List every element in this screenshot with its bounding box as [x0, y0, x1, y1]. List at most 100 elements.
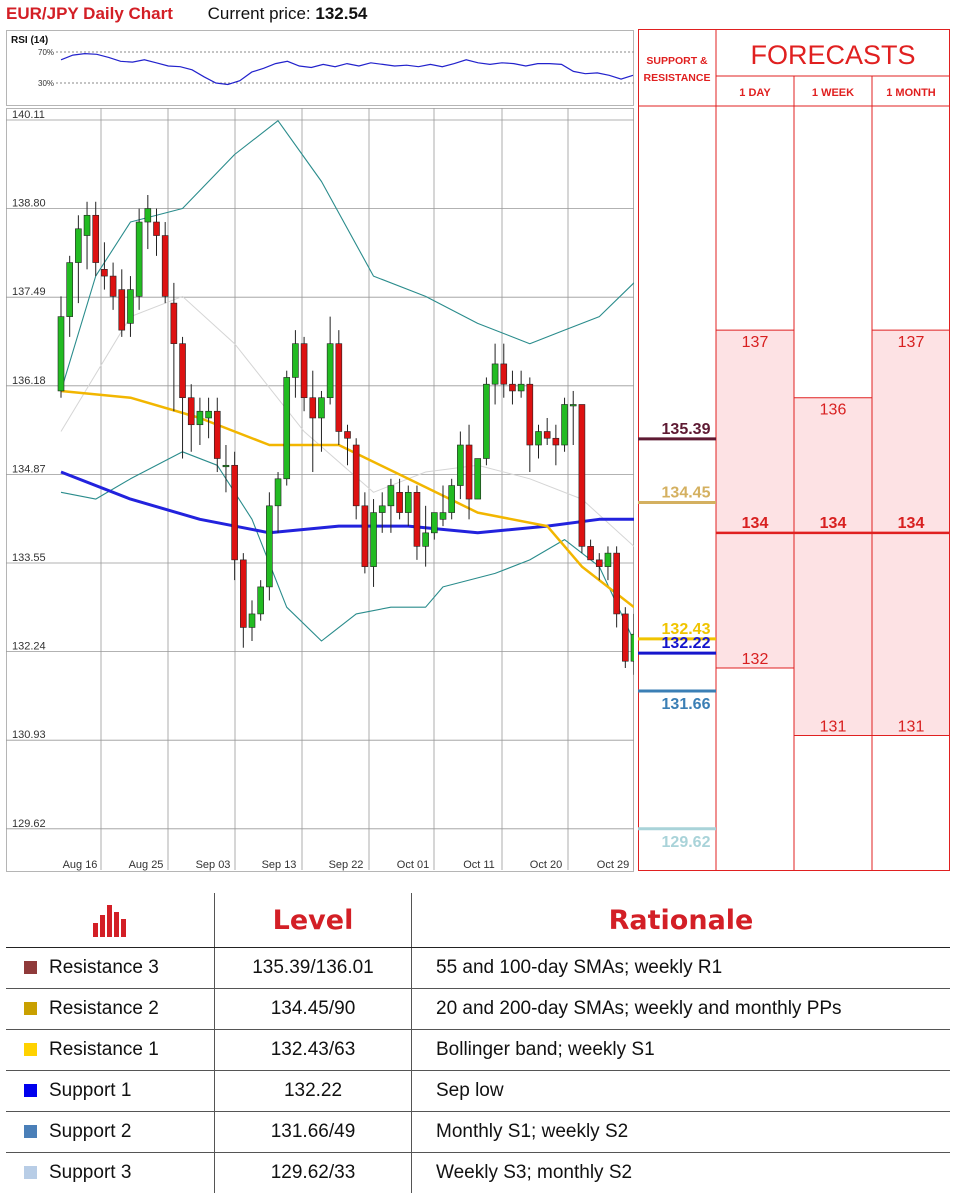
level-value: 131.66/49: [214, 1111, 412, 1153]
candle-body: [101, 269, 108, 277]
rsi-label: RSI (14): [11, 35, 48, 46]
candle-body: [75, 228, 82, 263]
rsi-frame: [6, 30, 634, 106]
candle-body: [231, 464, 238, 561]
candle-body: [387, 485, 395, 507]
table-row: Resistance 2 134.45/90 20 and 200-day SMAs…: [6, 988, 950, 1030]
forecasts-title: FORECASTS: [750, 40, 915, 70]
candle-body: [457, 444, 464, 486]
table-row: Support 3 129.62/33 Weekly S3; monthly S2: [6, 1152, 950, 1193]
rsi-panel: RSI (14) 70% 30%: [6, 30, 634, 106]
candle-body: [587, 546, 594, 561]
level-name-cell: Support 1: [6, 1070, 215, 1112]
candle-body: [491, 363, 499, 385]
candle-body: [213, 410, 221, 459]
bar-chart-icon: [93, 905, 126, 937]
forecast-center-value: 134: [820, 515, 847, 532]
sr-header-line1: SUPPORT &: [646, 55, 708, 67]
candle-body: [309, 397, 317, 419]
candle-body: [187, 397, 195, 426]
candle-body: [266, 505, 273, 588]
x-tick-label: Sep 13: [262, 859, 297, 871]
y-tick-label: 130.93: [12, 729, 46, 741]
level-color-swatch: [24, 1084, 37, 1097]
levels-table: Level Rationale Resistance 3 135.39/136.0…: [6, 893, 950, 1193]
forecast-column-label: 1 WEEK: [812, 87, 854, 99]
table-row: Support 2 131.66/49 Monthly S1; weekly S2: [6, 1111, 950, 1153]
forecast-high-value: 136: [820, 402, 847, 419]
candle-body: [274, 478, 282, 507]
level-name-cell: Resistance 2: [6, 988, 215, 1030]
level-name-cell: Resistance 3: [6, 947, 215, 989]
candle-body: [431, 512, 438, 534]
level-name-cell: Support 3: [6, 1152, 215, 1193]
candle-body: [240, 559, 247, 628]
rsi-line: [60, 52, 634, 86]
candle-body: [526, 383, 534, 446]
forecast-low-value: 132: [742, 651, 769, 668]
candle-body: [352, 444, 360, 507]
candle-body: [439, 512, 447, 520]
level-value: 135.39/136.01: [214, 947, 412, 989]
candle-body: [396, 492, 403, 513]
candle-body: [66, 262, 73, 317]
forecast-center-value: 134: [742, 515, 769, 532]
x-tick-label: Sep 03: [196, 859, 231, 871]
level-name: Resistance 3: [49, 957, 159, 978]
candle-body: [283, 377, 291, 480]
forecast-low-value: 131: [898, 719, 925, 736]
level-color-swatch: [24, 1125, 37, 1138]
candle-body: [543, 431, 551, 439]
forecast-high-value: 137: [742, 334, 769, 351]
price-chart: 140.11 138.80 137.49 136.18 134.87 133.55 132.…: [6, 108, 634, 872]
candle-body: [517, 383, 525, 392]
y-tick-label: 133.55: [12, 552, 46, 564]
candle-body: [413, 492, 421, 547]
level-color-swatch: [24, 1043, 37, 1056]
candle-body: [448, 485, 455, 513]
candle-body: [153, 221, 160, 236]
candle-body: [604, 552, 612, 567]
forecast-range: [716, 330, 794, 668]
candle-body: [378, 505, 386, 513]
current-price-value: 132.54: [315, 4, 368, 23]
y-tick-label: 137.49: [12, 286, 46, 298]
candle-body: [127, 289, 134, 324]
candle-body: [57, 316, 65, 392]
candle-body: [500, 363, 508, 385]
forecast-range: [794, 397, 872, 736]
level-rationale: 20 and 200-day SMAs; weekly and monthly …: [411, 988, 950, 1030]
level-name-cell: Support 2: [6, 1111, 215, 1153]
candle-body: [170, 302, 178, 344]
candle-body: [248, 613, 256, 628]
candle-body: [335, 343, 343, 432]
candle-body: [109, 275, 117, 297]
candle-body: [257, 586, 264, 615]
x-tick-label: Oct 20: [530, 859, 562, 871]
level-name-cell: Resistance 1: [6, 1029, 215, 1071]
chart-title-bar: EUR/JPY Daily Chart Current price: 132.5…: [6, 4, 367, 26]
sma-grey-line: [60, 295, 634, 547]
y-tick-label: 138.80: [12, 198, 46, 210]
candle-body: [344, 431, 351, 439]
sr-level-value: 132.22: [662, 635, 711, 652]
candle-body: [630, 633, 634, 662]
level-rationale: Monthly S1; weekly S2: [411, 1111, 950, 1153]
candle-body: [161, 235, 169, 297]
rsi-70-label: 70%: [38, 48, 54, 57]
level-name: Support 2: [49, 1121, 132, 1142]
level-header: Level: [272, 904, 354, 936]
candle-body: [179, 343, 186, 399]
table-row: Resistance 1 132.43/63 Bollinger band; wee…: [6, 1029, 950, 1071]
sr-header-line2: RESISTANCE: [644, 72, 711, 84]
candle-body: [326, 343, 334, 399]
sr-level-value: 134.45: [662, 484, 711, 501]
level-name: Support 1: [49, 1080, 132, 1101]
table-row: Support 1 132.22 Sep low: [6, 1070, 950, 1112]
candle-body: [569, 404, 577, 407]
candle-body: [92, 214, 100, 263]
forecast-low-value: 131: [820, 719, 847, 736]
level-value: 132.22: [214, 1070, 412, 1112]
level-rationale: 55 and 100-day SMAs; weekly R1: [411, 947, 950, 989]
candle-body: [561, 404, 568, 446]
